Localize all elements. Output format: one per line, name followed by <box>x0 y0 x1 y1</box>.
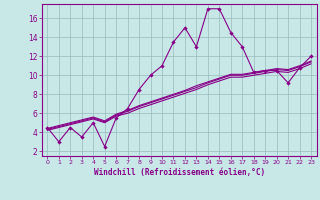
X-axis label: Windchill (Refroidissement éolien,°C): Windchill (Refroidissement éolien,°C) <box>94 168 265 177</box>
